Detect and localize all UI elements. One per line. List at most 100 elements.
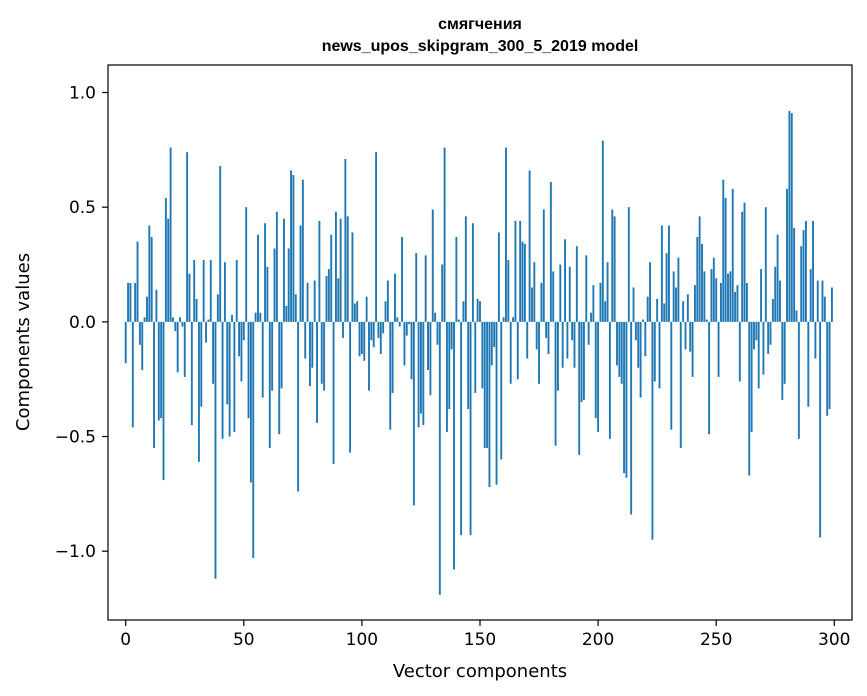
bar-component-76 [304,321,307,359]
bar-component-227 [660,225,663,322]
y-tick-label: −1.0 [55,542,96,562]
bar-component-140 [455,237,458,322]
bar-component-173 [533,262,536,322]
bar-component-259 [736,285,739,322]
bar-component-258 [734,292,737,322]
bar-component-194 [582,321,585,400]
bar-component-231 [670,321,673,430]
bar-component-64 [275,211,278,322]
bar-component-271 [764,207,767,322]
bar-component-58 [261,321,264,398]
bar-component-220 [644,321,647,357]
bar-component-221 [646,296,649,322]
bar-component-49 [240,321,243,382]
bar-component-85 [325,275,328,322]
chart-title: смягчения [438,16,522,33]
bar-component-75 [301,179,304,322]
bar-component-293 [816,280,819,322]
bar-component-206 [611,209,614,322]
bar-component-187 [566,321,569,359]
bar-component-275 [774,266,777,322]
bar-component-210 [620,321,623,384]
bar-component-61 [268,321,271,448]
bar-component-230 [668,225,670,322]
bar-component-234 [677,257,680,322]
bar-component-136 [445,321,448,432]
bar-component-89 [334,211,337,322]
bar-component-197 [590,312,592,322]
bar-component-270 [762,321,765,375]
bar-component-245 [703,271,706,322]
bar-component-151 [481,321,484,389]
bar-component-243 [698,216,701,322]
bar-component-59 [264,223,267,322]
bar-component-99 [358,321,361,357]
bar-component-189 [571,321,574,341]
bar-component-175 [538,321,540,384]
bar-component-41 [221,321,224,439]
bar-component-177 [542,209,545,322]
bar-component-298 [828,321,831,410]
bar-component-202 [601,140,604,322]
bar-component-174 [535,321,538,350]
bar-component-132 [436,321,439,345]
bar-component-223 [651,321,654,540]
bar-component-168 [521,241,524,322]
bar-component-239 [689,321,692,352]
bar-component-190 [573,321,576,368]
bar-component-54 [252,321,255,559]
bar-component-78 [309,321,311,387]
bar-component-0 [124,321,127,364]
bar-component-38 [214,321,217,579]
bar-component-178 [545,321,548,338]
bar-component-265 [750,321,753,432]
bar-component-291 [812,220,814,322]
bar-component-268 [757,321,760,389]
bar-component-182 [554,321,557,446]
bar-component-18 [167,218,170,322]
bar-component-228 [663,303,666,322]
bar-component-92 [342,321,344,338]
bar-component-88 [332,321,335,465]
bar-component-219 [642,319,644,322]
bar-component-141 [457,319,460,322]
bar-component-51 [245,207,248,322]
bar-component-257 [731,188,734,322]
bar-component-96 [351,232,354,322]
y-tick-label: 1.0 [69,84,96,104]
bar-component-235 [679,321,682,448]
bar-component-205 [608,321,611,439]
bar-component-71 [292,175,295,322]
bar-component-44 [228,321,231,437]
bar-component-45 [231,314,233,322]
bar-component-172 [531,287,533,322]
bar-component-199 [594,321,597,419]
bar-component-272 [767,321,770,354]
bar-component-196 [587,321,590,345]
bar-component-135 [443,147,446,322]
bar-component-68 [285,305,288,322]
bar-component-34 [205,321,207,343]
x-tick-label: 200 [582,630,614,650]
bar-component-13 [155,289,158,322]
bar-component-204 [606,262,609,322]
bar-component-53 [249,321,252,483]
x-axis-ticks: 0 50 100 150 200 250 300 [120,620,851,650]
bar-component-121 [410,321,413,380]
bar-component-188 [568,266,571,322]
bar-component-133 [438,321,441,595]
bar-component-216 [634,321,637,341]
bar-component-192 [578,321,581,455]
bar-component-7 [141,321,144,371]
bar-component-152 [483,321,486,448]
bar-component-43 [226,321,229,405]
bar-component-149 [476,298,479,322]
bar-component-32 [200,321,203,407]
bar-component-213 [627,207,630,322]
bar-component-97 [353,303,356,322]
bar-component-217 [637,321,640,368]
bar-component-3 [131,321,134,428]
bar-component-155 [490,321,493,366]
bar-component-229 [665,253,668,322]
bar-component-287 [802,230,805,322]
